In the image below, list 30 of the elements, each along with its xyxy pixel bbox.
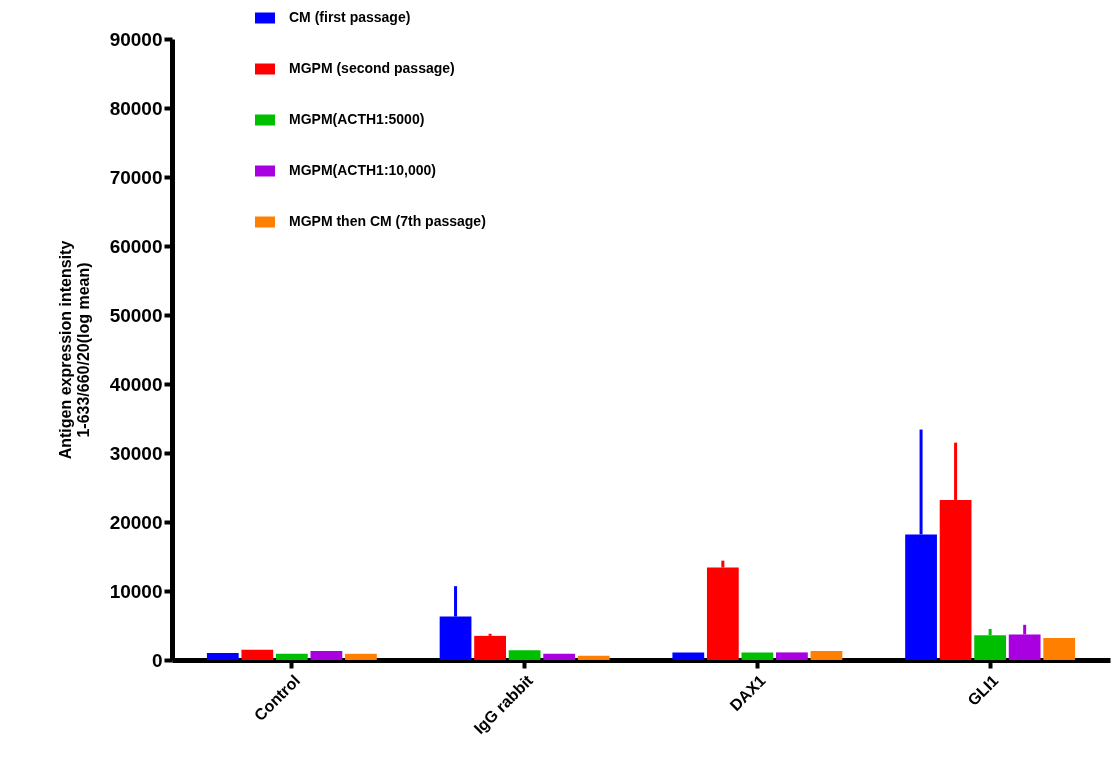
legend-label: MGPM(ACTH1:10,000) <box>289 162 437 178</box>
bar <box>241 649 274 660</box>
bar <box>741 652 774 660</box>
bar <box>577 655 610 660</box>
bar <box>508 650 541 660</box>
y-tick-label: 80000 <box>109 97 163 119</box>
y-tick-label: 70000 <box>109 166 163 188</box>
bar <box>310 651 343 660</box>
legend-label: CM (first passage) <box>289 9 411 25</box>
bar <box>776 652 808 660</box>
y-tick-label: 30000 <box>109 442 163 464</box>
bar <box>810 651 843 660</box>
y-tick-label: 20000 <box>109 511 163 533</box>
y-tick-label: 0 <box>151 649 163 671</box>
bar <box>672 652 705 660</box>
y-tick-label: 40000 <box>109 373 163 395</box>
y-tick-label: 90000 <box>109 28 163 50</box>
bar <box>275 653 308 660</box>
y-axis-title: Antigen expression intensity 1-633/660/20(log mean) <box>56 240 92 460</box>
bar <box>345 653 377 660</box>
y-tick-label: 60000 <box>109 235 163 257</box>
bar <box>206 653 239 660</box>
bar <box>474 635 506 660</box>
y-tick-label: 50000 <box>109 304 163 326</box>
bar <box>1043 637 1076 660</box>
legend-label: MGPM then CM (7th passage) <box>289 213 486 229</box>
legend-label: MGPM (second passage) <box>289 60 455 76</box>
legend-label: MGPM(ACTH1:5000) <box>289 111 425 127</box>
y-tick-label: 10000 <box>109 580 163 602</box>
bar <box>543 653 576 660</box>
